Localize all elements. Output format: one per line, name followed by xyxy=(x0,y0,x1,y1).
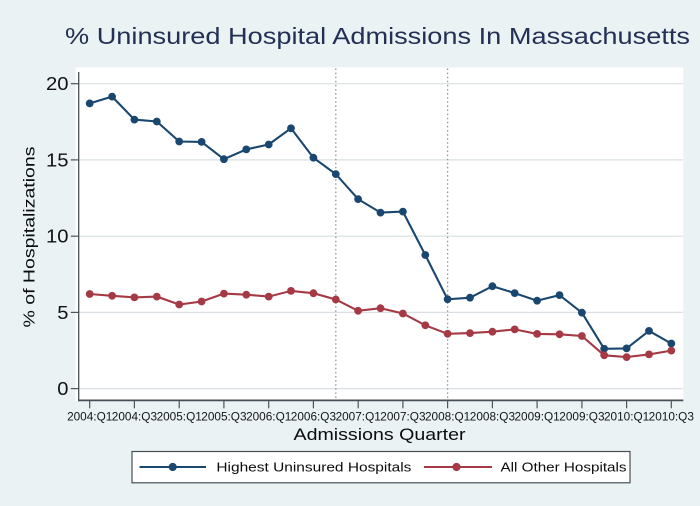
svg-text:15: 15 xyxy=(46,149,69,170)
svg-text:% Uninsured Hospital Admission: % Uninsured Hospital Admissions In Massa… xyxy=(65,23,690,49)
svg-text:Admissions Quarter: Admissions Quarter xyxy=(294,426,467,444)
svg-text:2006:Q3: 2006:Q3 xyxy=(291,410,337,424)
svg-text:2004:Q1: 2004:Q1 xyxy=(67,410,112,424)
svg-text:2007:Q1: 2007:Q1 xyxy=(336,410,381,424)
svg-text:All Other Hospitals: All Other Hospitals xyxy=(501,460,627,475)
svg-text:2009:Q3: 2009:Q3 xyxy=(559,410,605,424)
svg-text:20: 20 xyxy=(46,73,69,94)
svg-text:2008:Q1: 2008:Q1 xyxy=(425,410,470,424)
svg-text:2007:Q3: 2007:Q3 xyxy=(380,410,426,424)
svg-text:% of Hospitalizations: % of Hospitalizations xyxy=(22,146,39,327)
svg-text:2004:Q3: 2004:Q3 xyxy=(112,410,158,424)
svg-text:2010:Q3: 2010:Q3 xyxy=(649,410,695,424)
svg-text:2009:Q1: 2009:Q1 xyxy=(514,410,559,424)
svg-text:2006:Q1: 2006:Q1 xyxy=(246,410,291,424)
svg-text:10: 10 xyxy=(46,226,69,247)
svg-text:0: 0 xyxy=(57,378,68,399)
svg-text:5: 5 xyxy=(57,302,68,323)
svg-text:2008:Q3: 2008:Q3 xyxy=(470,410,516,424)
svg-text:Highest Uninsured Hospitals: Highest Uninsured Hospitals xyxy=(216,460,411,475)
svg-text:2010:Q1: 2010:Q1 xyxy=(604,410,649,424)
svg-text:2005:Q1: 2005:Q1 xyxy=(157,410,202,424)
svg-text:2005:Q3: 2005:Q3 xyxy=(201,410,247,424)
